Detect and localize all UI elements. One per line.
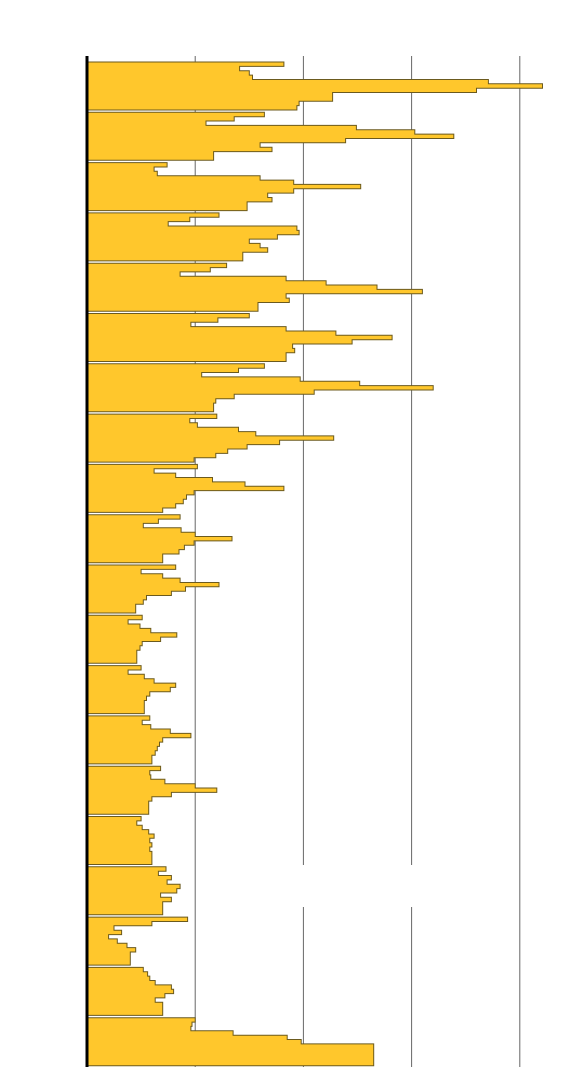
ridge-area-5 — [86, 262, 423, 312]
ridge-area-8 — [86, 413, 335, 463]
ridge-area-2 — [86, 111, 455, 161]
ridge-area-13 — [86, 665, 177, 715]
ridge-area-9 — [86, 463, 285, 513]
ridge-area-17 — [86, 866, 181, 916]
ridge-area-3 — [86, 162, 362, 212]
ridge-area-16 — [86, 816, 155, 865]
ridge-area-20 — [86, 1017, 375, 1067]
ridge-area-10 — [86, 514, 233, 564]
ridge-area-11 — [86, 564, 220, 614]
ridge-area-12 — [86, 614, 178, 664]
ridge-area-7 — [86, 363, 434, 413]
ridge-area-1 — [86, 61, 543, 111]
ridge-area-19 — [86, 966, 175, 1016]
ridge-areas — [86, 61, 543, 1067]
grid-lines — [194, 56, 521, 1067]
ridge-area-15 — [86, 765, 218, 815]
ridge-area-4 — [86, 212, 300, 262]
ridge-area-18 — [86, 916, 189, 966]
ridge-area-14 — [86, 715, 192, 765]
ridge-area-6 — [86, 313, 393, 362]
